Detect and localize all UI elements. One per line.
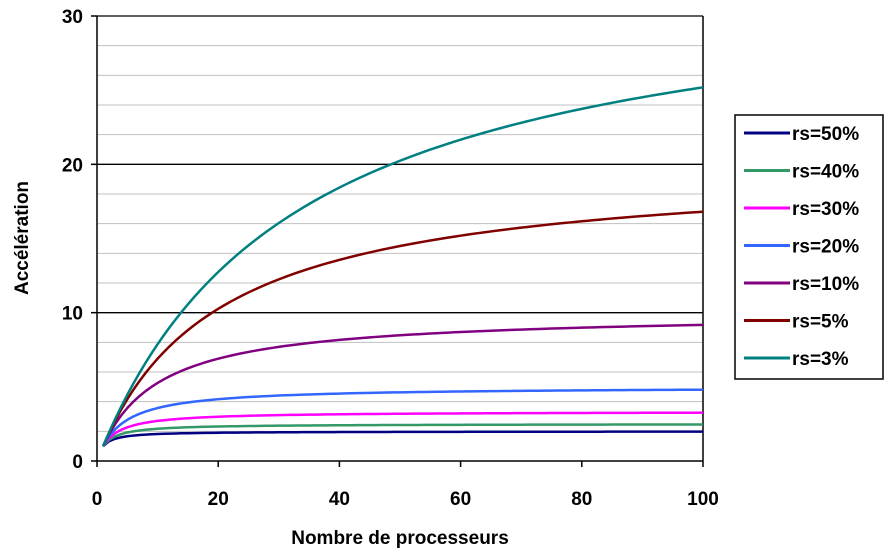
series-line-rs-50-: [102, 430, 703, 448]
x-tick-label: 80: [571, 489, 592, 510]
x-tick-label: 40: [329, 489, 350, 510]
legend: rs=50% rs=40% rs=30% rs=20% rs=10% rs=5% rs=3%: [734, 114, 884, 380]
series-line-rs-30-: [102, 411, 704, 447]
legend-label: rs=10%: [792, 274, 859, 295]
x-tick-label: 20: [208, 489, 229, 510]
x-tick-label: 60: [450, 489, 471, 510]
x-tick-labels: 0 20 40 60 80 100: [92, 461, 719, 510]
x-tick-label: 100: [687, 489, 719, 510]
y-tick-label: 10: [62, 304, 83, 325]
series-line-rs-20-: [101, 388, 704, 447]
y-tick-labels: 0 10 20 30: [62, 7, 97, 473]
legend-label: rs=30%: [792, 199, 859, 220]
legend-label: rs=5%: [792, 312, 849, 333]
y-tick-label: 0: [72, 452, 83, 473]
axes: [96, 16, 704, 462]
legend-label: rs=50%: [792, 124, 859, 145]
y-tick-label: 20: [62, 155, 83, 176]
major-gridlines: [97, 15, 703, 314]
series-line-rs-5-: [101, 210, 704, 447]
series-lines: [101, 86, 704, 448]
series-line-rs-3-: [101, 86, 704, 447]
series-line-rs-10-: [101, 323, 704, 447]
y-axis-label: Accélération: [12, 181, 33, 295]
y-tick-label: 30: [62, 7, 83, 28]
x-tick-label: 0: [92, 489, 103, 510]
series-line-rs-40-: [102, 423, 704, 448]
legend-label: rs=20%: [792, 237, 859, 258]
legend-label: rs=3%: [792, 349, 849, 370]
legend-label: rs=40%: [792, 162, 859, 183]
x-axis-label: Nombre de processeurs: [291, 528, 509, 549]
